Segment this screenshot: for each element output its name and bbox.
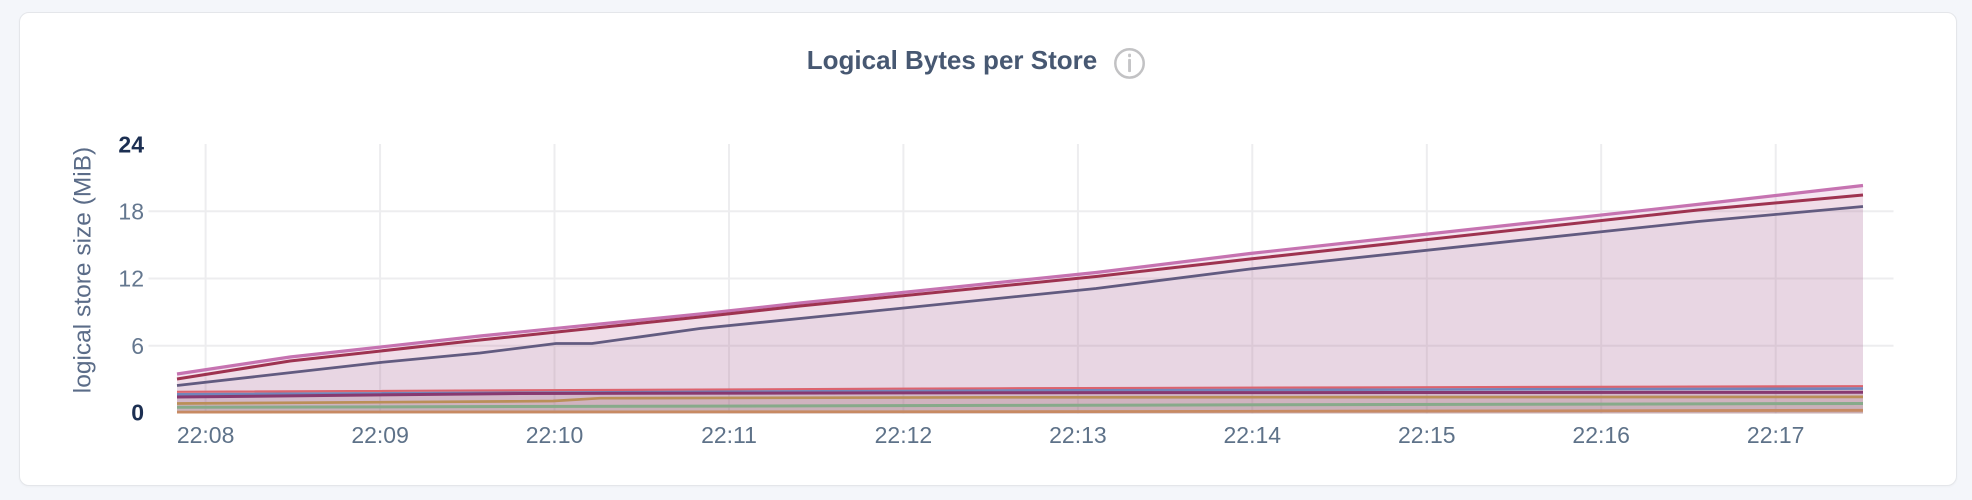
svg-text:22:16: 22:16 <box>1572 422 1630 448</box>
svg-text:0: 0 <box>131 400 144 426</box>
svg-text:22:13: 22:13 <box>1049 422 1107 448</box>
svg-text:12: 12 <box>118 266 144 292</box>
svg-text:logical store size (MiB): logical store size (MiB) <box>70 147 97 393</box>
svg-text:22:08: 22:08 <box>177 422 235 448</box>
svg-text:24: 24 <box>118 132 144 158</box>
svg-text:22:15: 22:15 <box>1398 422 1456 448</box>
svg-text:22:14: 22:14 <box>1224 422 1282 448</box>
svg-text:22:12: 22:12 <box>875 422 933 448</box>
svg-text:22:11: 22:11 <box>701 422 757 448</box>
svg-text:22:10: 22:10 <box>526 422 584 448</box>
svg-text:22:17: 22:17 <box>1747 422 1805 448</box>
svg-text:6: 6 <box>131 333 144 359</box>
svg-text:18: 18 <box>118 199 144 225</box>
svg-text:22:09: 22:09 <box>351 422 409 448</box>
